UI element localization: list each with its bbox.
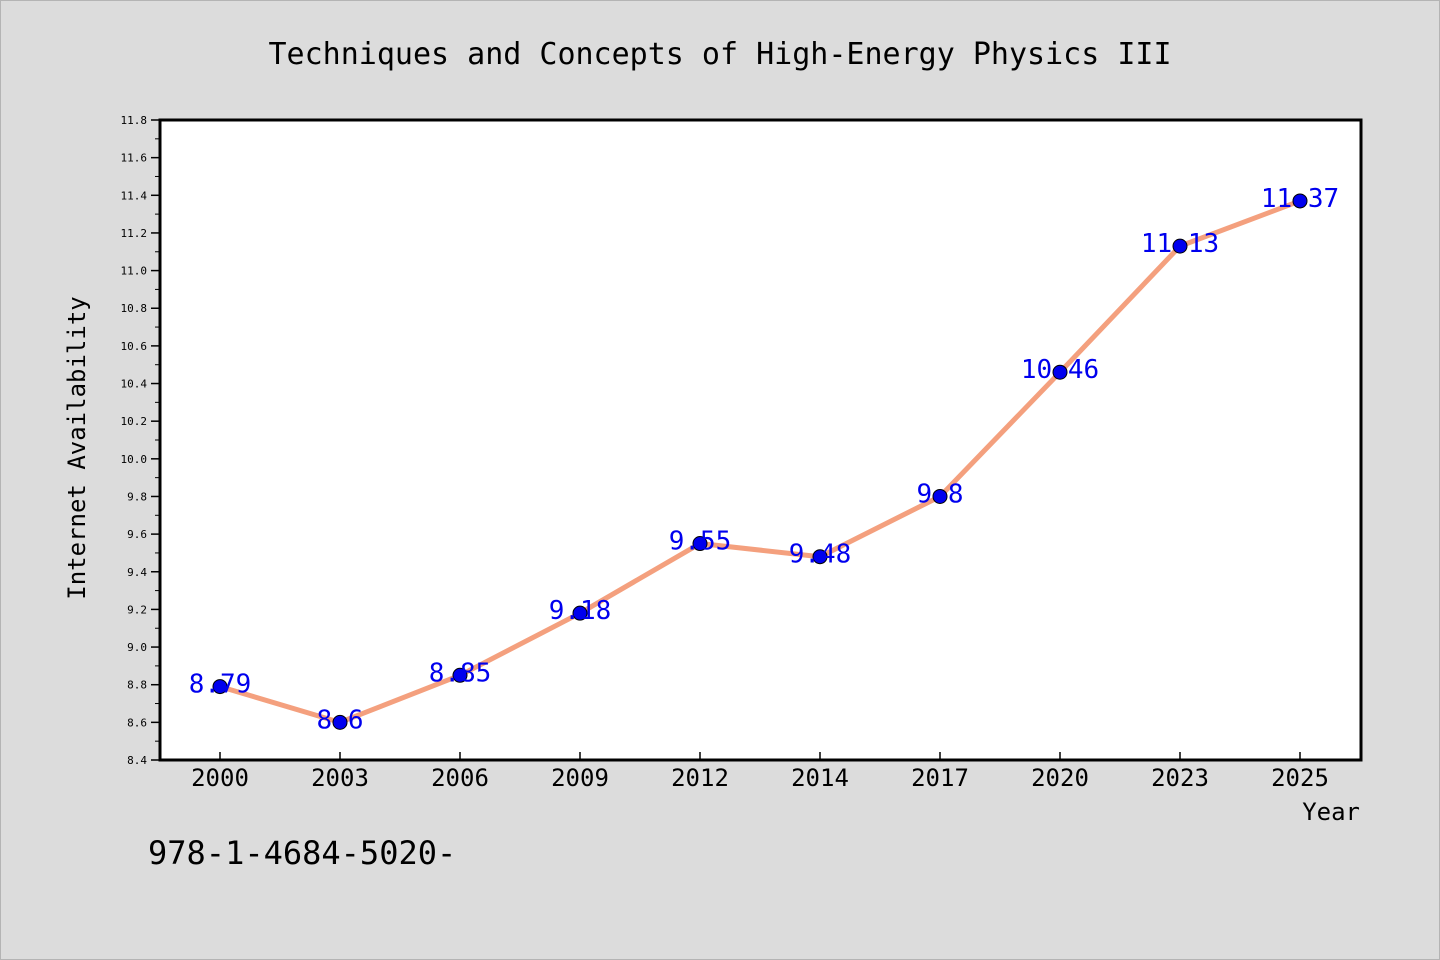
data-label: 10.46 bbox=[1021, 355, 1099, 385]
data-point bbox=[332, 714, 348, 730]
y-tick-label: 10.0 bbox=[121, 453, 148, 466]
x-tick-label: 2023 bbox=[1151, 764, 1209, 792]
y-tick-label: 11.2 bbox=[121, 227, 148, 240]
data-point bbox=[932, 488, 948, 504]
data-label: 11.13 bbox=[1141, 229, 1219, 259]
y-tick-label: 11.6 bbox=[121, 152, 148, 165]
y-tick-label: 9.6 bbox=[127, 528, 147, 541]
x-tick-label: 2012 bbox=[671, 764, 729, 792]
data-label: 9.18 bbox=[549, 596, 612, 626]
x-tick-label: 2014 bbox=[791, 764, 849, 792]
y-tick-label: 8.4 bbox=[127, 754, 147, 767]
x-tick-label: 2009 bbox=[551, 764, 609, 792]
chart-title: Techniques and Concepts of High-Energy P… bbox=[268, 37, 1171, 72]
y-tick-label: 10.6 bbox=[121, 340, 148, 353]
x-tick-label: 2025 bbox=[1271, 764, 1329, 792]
y-tick-label: 9.4 bbox=[127, 566, 147, 579]
data-point bbox=[1052, 364, 1068, 380]
y-tick-label: 9.8 bbox=[127, 490, 147, 503]
y-tick-label: 10.8 bbox=[121, 302, 148, 315]
data-label: 8.79 bbox=[189, 670, 252, 700]
y-axis-label: Internet Availability bbox=[63, 296, 91, 599]
plot-area bbox=[160, 120, 1361, 760]
isbn-text: 978-1-4684-5020- bbox=[148, 834, 456, 872]
y-tick-label: 9.2 bbox=[127, 603, 147, 616]
y-axis: 8.4 8.6 8.8 9.0 9.2 9.4 9.6 9.8 10.0 10.2 10.4 10.6… bbox=[121, 114, 160, 767]
y-tick-label: 9.0 bbox=[127, 641, 147, 654]
data-point bbox=[1172, 238, 1188, 254]
data-label: 9.48 bbox=[789, 540, 852, 570]
data-label: 8.85 bbox=[429, 658, 492, 688]
y-tick-label: 10.2 bbox=[121, 415, 148, 428]
x-tick-label: 2000 bbox=[191, 764, 249, 792]
data-point bbox=[812, 549, 828, 565]
data-point bbox=[1292, 193, 1308, 209]
x-tick-label: 2017 bbox=[911, 764, 969, 792]
y-tick-label: 11.8 bbox=[121, 114, 148, 127]
data-points bbox=[212, 193, 1308, 730]
data-point bbox=[452, 667, 468, 683]
data-point bbox=[692, 536, 708, 552]
series-line-group bbox=[217, 198, 1303, 725]
data-labels: 8.79 8.6 8.85 9.18 9.55 9.48 9.8 10.46 11.13 11.3… bbox=[189, 184, 1339, 735]
data-point bbox=[572, 605, 588, 621]
x-tick-label: 2020 bbox=[1031, 764, 1089, 792]
data-label: 8.6 bbox=[317, 705, 364, 735]
x-tick-label: 2003 bbox=[311, 764, 369, 792]
x-axis-label: Year bbox=[1302, 798, 1360, 826]
series-line bbox=[217, 198, 1303, 725]
x-tick-label: 2006 bbox=[431, 764, 489, 792]
data-point bbox=[212, 679, 228, 695]
data-label: 11.37 bbox=[1261, 184, 1339, 214]
y-tick-label: 10.4 bbox=[121, 378, 148, 391]
y-tick-label: 8.6 bbox=[127, 716, 147, 729]
x-axis: 2000 2003 2006 2009 2012 2014 2017 2020 2023 2025 bbox=[191, 752, 1329, 792]
y-tick-label: 11.0 bbox=[121, 265, 148, 278]
y-tick-label: 8.8 bbox=[127, 679, 147, 692]
plot-frame bbox=[158, 118, 1363, 762]
y-tick-label: 11.4 bbox=[121, 189, 148, 202]
data-label: 9.55 bbox=[669, 527, 732, 557]
data-label: 9.8 bbox=[917, 479, 964, 509]
